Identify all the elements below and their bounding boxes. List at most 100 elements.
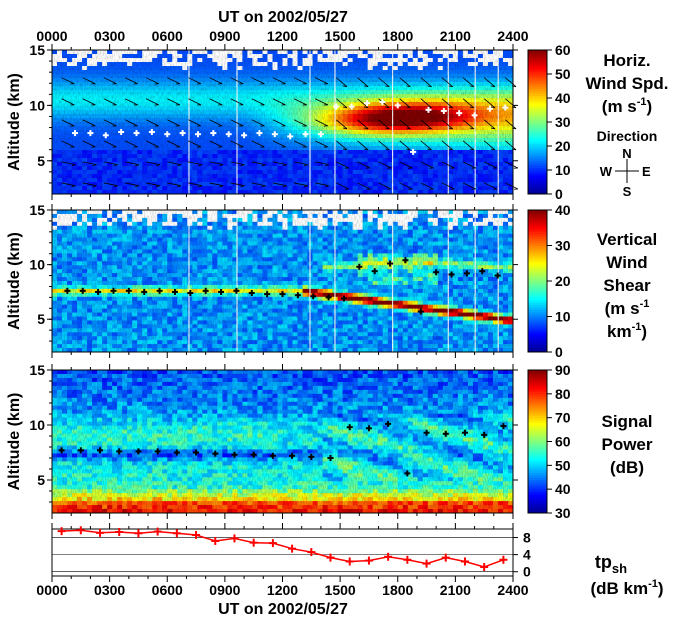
colorbar-step <box>528 503 547 507</box>
y-tick-label: 15 <box>29 202 45 218</box>
tropopause-marker <box>442 430 449 437</box>
wind-arrow <box>230 119 244 127</box>
tropopause-marker <box>404 470 411 477</box>
tropopause-marker <box>471 112 478 119</box>
tropopause-marker <box>225 131 232 138</box>
colorbar-step <box>528 489 547 493</box>
colorbar-tick-label: 0 <box>555 344 563 360</box>
tropopause-marker <box>250 451 257 458</box>
colorbar-step <box>528 186 547 190</box>
tp-data-point <box>288 544 297 553</box>
wind-arrow <box>188 98 202 106</box>
tp-data-point <box>403 555 412 564</box>
colorbar-step <box>528 302 547 306</box>
colorbar-step <box>528 384 547 388</box>
colorbar-step <box>528 333 547 336</box>
colorbar-step <box>528 278 547 282</box>
colorbar-step <box>528 381 547 385</box>
tropopause-marker <box>423 429 430 436</box>
wind-arrow <box>103 182 118 188</box>
colorbar-step <box>528 158 547 161</box>
tropopause-marker <box>385 420 392 427</box>
x-tick-label: 0600 <box>152 582 183 598</box>
tp-data-point <box>345 557 354 566</box>
wind-arrow <box>124 77 138 85</box>
tp-data-point <box>364 556 373 565</box>
wind-arrow <box>314 77 328 85</box>
tropopause-marker <box>102 132 109 139</box>
wind-arrow <box>230 98 244 106</box>
tropopause-marker <box>481 431 488 438</box>
wind-arrow <box>103 77 117 85</box>
wind-arrow <box>167 140 181 148</box>
colorbar-step <box>528 269 547 273</box>
wind-arrow <box>378 161 392 169</box>
wind-arrow <box>82 161 97 167</box>
colorbar-step <box>528 107 547 111</box>
colorbar-step <box>528 62 547 65</box>
wind-arrow <box>209 77 223 85</box>
colorbar-horizontal-wind-speed: 0 10 20 30 40 50 60 <box>527 42 571 202</box>
colorbar-step <box>528 285 547 289</box>
tropopause-marker <box>348 103 355 110</box>
wind-arrow <box>167 161 182 167</box>
tropopause-marker <box>248 290 255 297</box>
wind-arrow <box>441 161 455 169</box>
wind-arrow <box>293 161 308 167</box>
y-tick-label: 15 <box>29 362 45 378</box>
colorbar-step <box>528 505 547 509</box>
colorbar-tick-label: 80 <box>555 386 571 402</box>
wind-arrow <box>336 119 348 130</box>
wind-arrow <box>420 140 432 151</box>
colorbar-step <box>528 295 547 299</box>
colorbar-step <box>528 252 547 256</box>
wind-arrow <box>146 182 160 188</box>
tp-data-point <box>326 553 335 562</box>
colorbar-step <box>528 482 547 485</box>
wind-arrow <box>167 77 181 85</box>
colorbar-step <box>528 189 547 193</box>
wind-arrow <box>82 140 96 148</box>
tropopause-marker <box>193 449 200 456</box>
colorbar-step <box>528 323 547 327</box>
colorbar-step <box>528 124 547 128</box>
wind-arrow <box>315 161 329 167</box>
wind-arrow <box>357 161 371 169</box>
colorbar-step <box>528 400 547 404</box>
compass-w: W <box>600 164 613 179</box>
tp-series-line <box>61 529 504 568</box>
colorbar-tick-label: 20 <box>555 273 571 289</box>
tropopause-marker <box>394 102 401 109</box>
colorbar-tick-label: 30 <box>555 505 571 521</box>
colorbar-step <box>528 71 547 75</box>
colorbar-step <box>528 129 547 133</box>
tp-data-point <box>172 529 181 538</box>
colorbar-step <box>528 372 547 376</box>
tp-data-point <box>499 555 508 564</box>
colorbar-step <box>528 217 547 220</box>
colorbar-step <box>528 122 547 125</box>
colorbar-step <box>528 427 547 431</box>
wind-arrow <box>272 77 286 85</box>
tropopause-marker <box>327 455 334 461</box>
colorbar-step <box>528 117 547 121</box>
tropopause-marker <box>494 272 501 279</box>
tropopause-marker <box>256 130 263 137</box>
tp-data-point <box>230 534 239 543</box>
colorbar-step <box>528 451 547 454</box>
wind-arrow <box>82 77 96 85</box>
colorbar-step <box>528 271 547 275</box>
wind-arrow <box>315 182 329 188</box>
x-tick-label: 0900 <box>209 582 240 598</box>
x-tick-label: 2100 <box>440 28 471 44</box>
colorbar-step <box>528 57 547 61</box>
tropopause-marker <box>502 104 509 111</box>
colorbar-step <box>528 349 547 353</box>
colorbar-step <box>528 245 547 249</box>
wind-arrow <box>145 140 159 148</box>
tropopause-marker <box>425 106 432 113</box>
wind-arrow <box>82 98 96 106</box>
colorbar-step <box>528 86 547 89</box>
x-tick-label: 0300 <box>94 582 125 598</box>
